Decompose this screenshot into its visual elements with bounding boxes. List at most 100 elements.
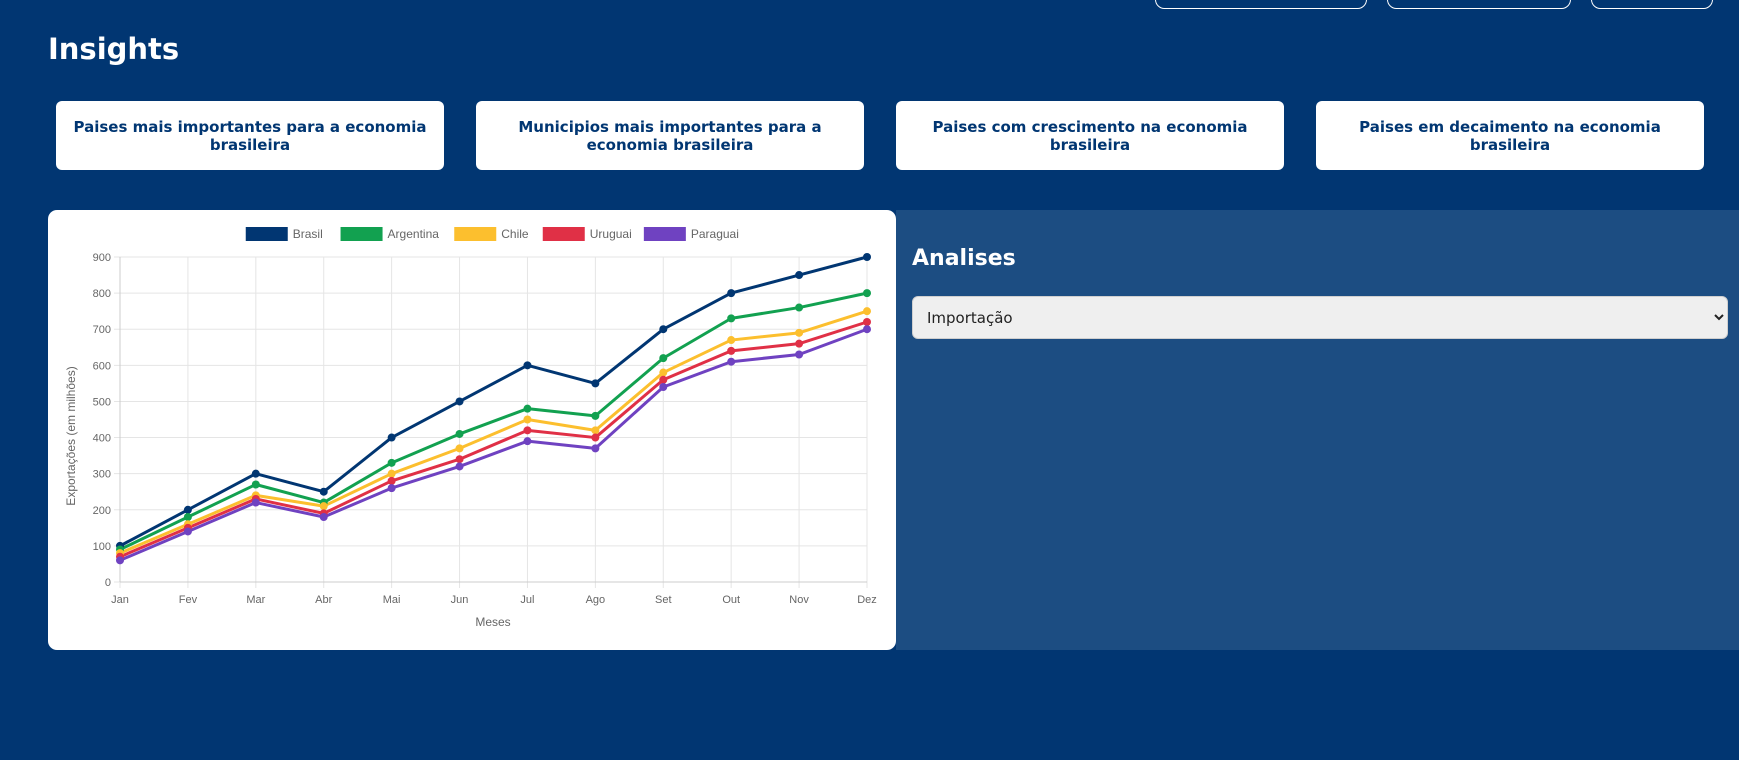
data-point-argentina (863, 289, 871, 298)
data-point-argentina (387, 458, 396, 467)
x-tick-label: Out (722, 594, 740, 606)
legend-swatch (542, 227, 585, 241)
x-tick-label: Jan (111, 594, 129, 606)
data-point-argentina (183, 513, 192, 521)
data-point-argentina (251, 480, 260, 489)
y-tick-label: 700 (93, 324, 111, 336)
data-point-brasil (795, 271, 804, 280)
data-point-paraguai (727, 357, 736, 366)
x-tick-label: Nov (789, 594, 809, 606)
y-axis-title: Exportações (em milhões) (64, 366, 78, 505)
series-line-argentina (119, 291, 868, 551)
x-tick-label: Set (655, 594, 672, 606)
legend-label: Paraguai (691, 227, 739, 241)
x-tick-label: Fev (179, 594, 198, 606)
y-tick-label: 800 (93, 288, 111, 300)
data-point-paraguai (523, 437, 532, 446)
data-point-argentina (727, 314, 736, 323)
data-point-chile (387, 469, 396, 478)
data-point-chile (319, 502, 328, 511)
data-point-paraguai (863, 325, 871, 334)
data-point-uruguai (455, 455, 464, 464)
data-point-uruguai (591, 433, 600, 442)
insight-card-growing-countries[interactable]: Paises com crescimento na economia brasi… (896, 101, 1284, 170)
x-tick-label: Jun (451, 594, 469, 606)
legend-swatch (643, 227, 686, 241)
y-tick-label: 0 (105, 577, 111, 589)
x-tick-label: Mar (246, 594, 265, 606)
analysis-title: Analises (912, 246, 1016, 271)
analysis-type-select[interactable]: Importação (912, 296, 1728, 339)
y-tick-label: 600 (93, 360, 111, 372)
data-point-brasil (727, 289, 736, 298)
legend-item-chile: Chile (454, 227, 529, 241)
analysis-panel: Analises Importação (896, 210, 1739, 650)
legend-label: Uruguai (590, 227, 632, 241)
data-point-chile (591, 426, 600, 435)
data-point-paraguai (116, 556, 124, 565)
insight-card-declining-countries[interactable]: Paises em decaimento na economia brasile… (1316, 101, 1704, 170)
insight-card-label: Municipios mais importantes para a econo… (518, 117, 822, 154)
top-nav-button-3[interactable] (1591, 0, 1713, 9)
data-point-chile (863, 307, 871, 316)
data-point-brasil (863, 253, 871, 261)
legend-label: Brasil (293, 227, 323, 241)
data-point-uruguai (727, 346, 736, 355)
legend-label: Argentina (388, 227, 440, 241)
data-point-paraguai (659, 383, 668, 391)
data-point-paraguai (319, 513, 328, 521)
legend-swatch (245, 227, 288, 241)
data-point-paraguai (591, 444, 600, 453)
data-point-brasil (251, 469, 260, 478)
data-point-chile (659, 368, 668, 377)
series-line-brasil (119, 255, 868, 548)
legend-swatch (340, 227, 383, 241)
data-point-uruguai (795, 339, 804, 348)
x-tick-label: Jul (520, 594, 534, 606)
line-chart: 0 100 200 300 400 500 600 700 800 900 Jan Fev Mar Abr… (64, 227, 877, 629)
x-axis-title: Meses (475, 615, 510, 629)
chart-legend: Brasil Argentina Chile Uruguai Paraguai (245, 227, 739, 241)
legend-swatch (454, 227, 497, 241)
data-point-brasil (387, 433, 396, 442)
legend-item-argentina: Argentina (340, 227, 440, 241)
legend-item-paraguai: Paraguai (643, 227, 739, 241)
data-point-chile (455, 444, 464, 453)
insight-card-top-countries[interactable]: Paises mais importantes para a economia … (56, 101, 444, 170)
data-point-uruguai (523, 426, 532, 435)
data-point-argentina (523, 404, 532, 413)
data-point-brasil (591, 379, 600, 388)
data-point-argentina (795, 303, 804, 312)
chart-axes: 0 100 200 300 400 500 600 700 800 900 Jan Fev Mar Abr… (93, 252, 877, 606)
data-point-uruguai (863, 318, 871, 326)
data-point-brasil (183, 505, 192, 514)
y-tick-label: 200 (93, 505, 111, 517)
chart-card: 0 100 200 300 400 500 600 700 800 900 Jan Fev Mar Abr… (48, 210, 896, 650)
data-point-paraguai (251, 498, 260, 507)
top-nav-button-2[interactable] (1387, 0, 1571, 9)
top-nav-button-1[interactable] (1155, 0, 1367, 9)
data-point-argentina (591, 411, 600, 420)
x-tick-label: Mai (383, 594, 401, 606)
data-point-uruguai (387, 476, 396, 485)
x-tick-label: Dez (857, 594, 877, 606)
y-tick-label: 300 (93, 469, 111, 481)
x-tick-label: Ago (586, 594, 606, 606)
y-tick-label: 400 (93, 433, 111, 445)
insight-card-label: Paises em decaimento na economia brasile… (1359, 117, 1661, 154)
data-point-chile (523, 415, 532, 424)
y-tick-label: 100 (93, 541, 111, 553)
data-point-brasil (319, 487, 328, 496)
insight-card-label: Paises com crescimento na economia brasi… (932, 117, 1248, 154)
insight-card-top-municipalities[interactable]: Municipios mais importantes para a econo… (476, 101, 864, 170)
y-tick-label: 500 (93, 396, 111, 408)
x-tick-label: Abr (315, 594, 332, 606)
series-line-uruguai (119, 320, 868, 559)
data-point-paraguai (387, 484, 396, 493)
data-point-chile (795, 328, 804, 337)
page-title: Insights (48, 32, 180, 66)
insight-card-label: Paises mais importantes para a economia … (73, 117, 427, 154)
data-point-argentina (659, 354, 668, 363)
series-line-paraguai (119, 327, 868, 562)
data-point-brasil (659, 325, 668, 334)
